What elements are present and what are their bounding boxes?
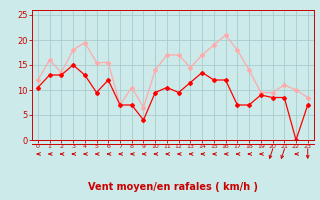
Text: Vent moyen/en rafales ( km/h ): Vent moyen/en rafales ( km/h ) [88,182,258,192]
